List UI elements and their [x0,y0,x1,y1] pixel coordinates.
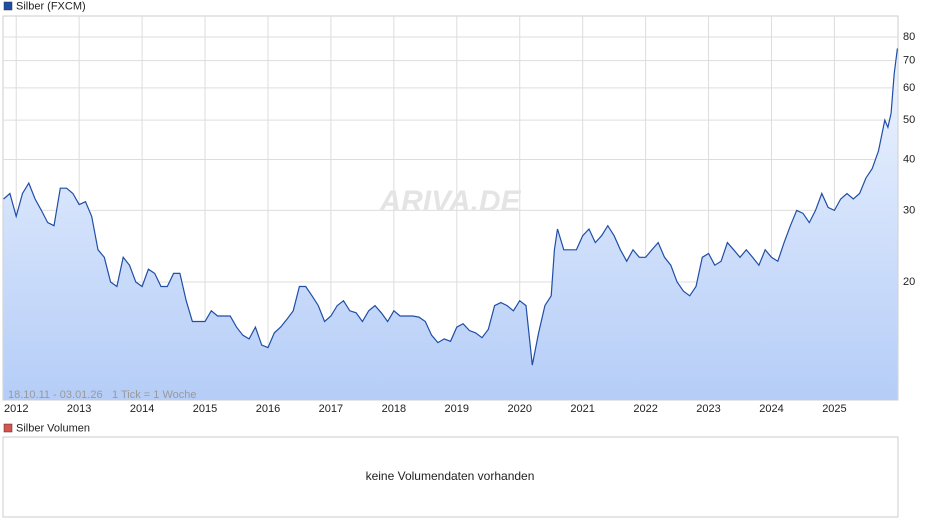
y-tick-label: 40 [903,153,915,165]
volume-message: keine Volumendaten vorhanden [366,469,535,483]
y-tick-label: 50 [903,114,915,126]
watermark: ARIVA.DE [378,185,521,218]
x-tick-label: 2018 [382,403,406,415]
y-tick-label: 30 [903,204,915,216]
area [3,48,898,401]
x-tick-label: 2021 [570,403,594,415]
x-tick-label: 2025 [822,403,846,415]
legend-swatch [3,1,13,11]
x-tick-label: 2014 [130,403,154,415]
tick-note: 1 Tick = 1 Woche [112,389,196,401]
volume-frame [2,436,899,518]
y-tick-label: 80 [903,31,915,43]
x-tick-label: 2015 [193,403,217,415]
x-tick-label: 2022 [633,403,657,415]
x-tick-label: 2020 [507,403,531,415]
x-tick-label: 2023 [696,403,720,415]
x-tick-label: 2013 [67,403,91,415]
y-tick-label: 20 [903,276,915,288]
x-tick-label: 2019 [445,403,469,415]
x-tick-label: 2017 [319,403,343,415]
x-tick-label: 2012 [4,403,28,415]
line [3,48,898,366]
x-tick-label: 2016 [256,403,280,415]
range-note: 18.10.11 - 03.01.26 [8,389,103,401]
volume-legend-label: Silber Volumen [16,422,90,434]
y-tick-label: 60 [903,82,915,94]
volume-legend-swatch [3,423,13,433]
legend-label: Silber (FXCM) [16,0,86,12]
y-tick-label: 70 [903,55,915,67]
x-tick-label: 2024 [759,403,783,415]
